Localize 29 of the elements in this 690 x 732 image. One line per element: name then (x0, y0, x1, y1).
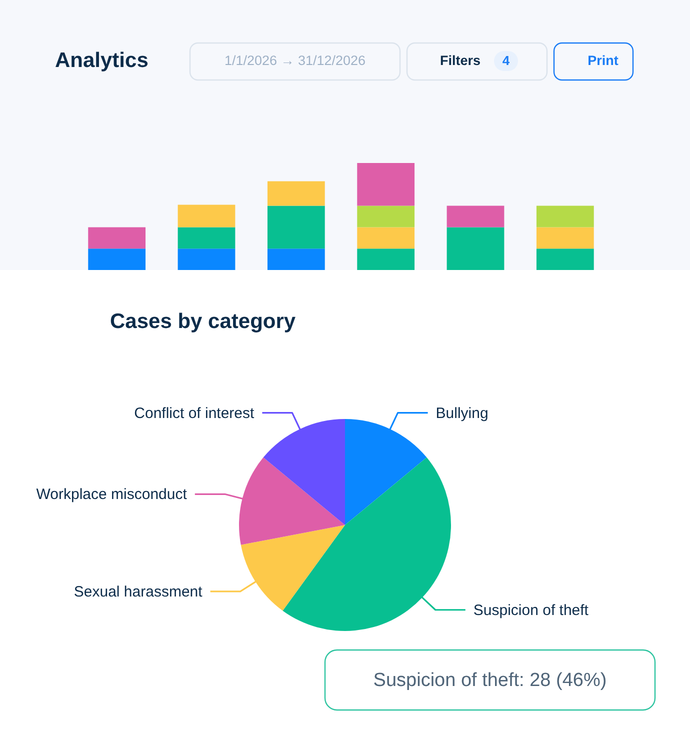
bar (357, 248, 415, 270)
bar (446, 227, 504, 270)
slice-label: Workplace misconduct (36, 486, 188, 504)
slice-label: Suspicion of theft (473, 602, 590, 619)
text: Suspicion of theft: 28 (46%) (373, 670, 607, 691)
text: Print (588, 53, 619, 68)
bar (178, 204, 236, 228)
bar (536, 248, 594, 270)
bar (88, 227, 146, 249)
bar (178, 248, 236, 270)
bar (446, 206, 504, 228)
bar (178, 227, 236, 249)
bar (357, 227, 415, 249)
bar (357, 206, 415, 228)
bar (267, 206, 325, 249)
bar (536, 206, 594, 228)
chart-title: Cases by category (110, 310, 296, 333)
slice-label: Bullying (436, 404, 488, 422)
bar (267, 248, 325, 270)
text: Filters (440, 53, 481, 68)
bar (357, 163, 415, 206)
slice-label: Sexual harassment (74, 583, 204, 600)
bar (536, 227, 594, 249)
slice-label: Conflict of interest (134, 404, 256, 422)
chart-title: Analytics (55, 49, 148, 72)
bar (88, 248, 146, 270)
bar (267, 181, 325, 206)
text: 1/1/2026 → 31/12/2026 (224, 53, 366, 68)
text: 4 (502, 53, 510, 68)
